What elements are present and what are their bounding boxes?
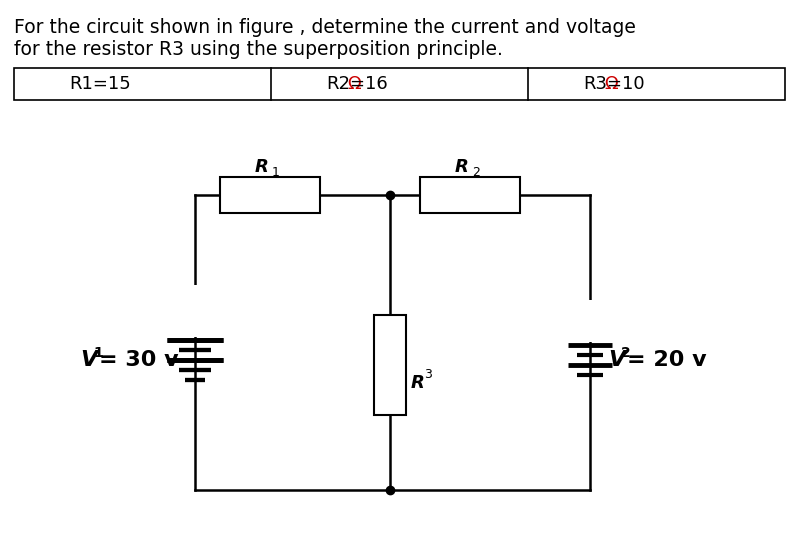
Text: R: R <box>255 158 269 176</box>
Bar <box>566 300 614 342</box>
Text: Ω: Ω <box>347 75 360 93</box>
Text: 1: 1 <box>272 167 280 179</box>
Text: 3: 3 <box>424 369 432 381</box>
Bar <box>420 177 520 213</box>
Bar <box>220 177 320 213</box>
Text: for the resistor R3 using the superposition principle.: for the resistor R3 using the superposit… <box>14 40 503 59</box>
Text: 1: 1 <box>93 346 103 360</box>
Bar <box>165 285 225 337</box>
Text: 2: 2 <box>472 167 480 179</box>
Text: R3=10: R3=10 <box>583 75 645 93</box>
Text: R: R <box>455 158 469 176</box>
Text: R2=16: R2=16 <box>326 75 388 93</box>
Text: V: V <box>80 350 97 370</box>
Text: = 20 v: = 20 v <box>627 350 706 370</box>
Text: Ω: Ω <box>604 75 618 93</box>
Text: = 30 v: = 30 v <box>99 350 179 370</box>
Text: V: V <box>608 350 626 370</box>
Text: 2: 2 <box>621 346 630 360</box>
Text: R: R <box>411 374 425 392</box>
Text: For the circuit shown in figure , determine the current and voltage: For the circuit shown in figure , determ… <box>14 18 636 37</box>
Bar <box>374 315 406 415</box>
Text: R1=15: R1=15 <box>70 75 131 93</box>
